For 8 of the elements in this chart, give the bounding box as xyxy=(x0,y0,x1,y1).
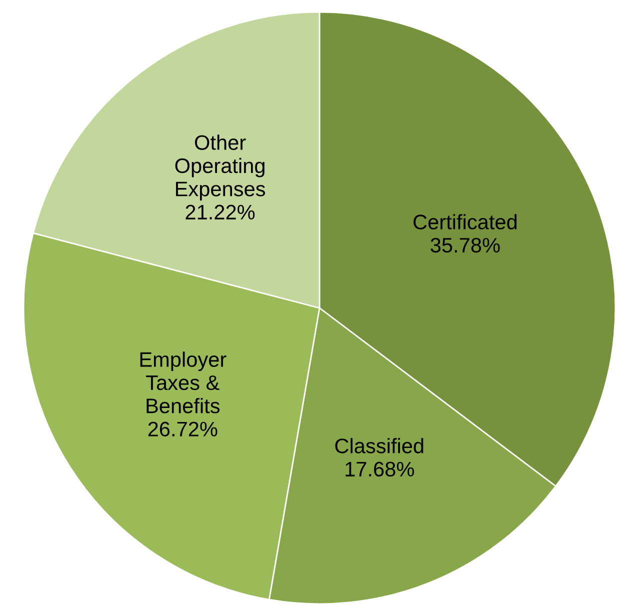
data-label: 21.22% xyxy=(186,204,255,220)
data-label: 17.68% xyxy=(346,462,414,477)
data-label: 26.72% xyxy=(148,422,218,436)
data-label: 35.78% xyxy=(430,238,500,253)
slice-label: Classified xyxy=(335,438,424,454)
slice-label: Certificated xyxy=(414,214,517,230)
slice-label: Employer Taxes & Benefits xyxy=(140,352,226,414)
slice-label: Other Operating Expenses xyxy=(175,134,266,200)
